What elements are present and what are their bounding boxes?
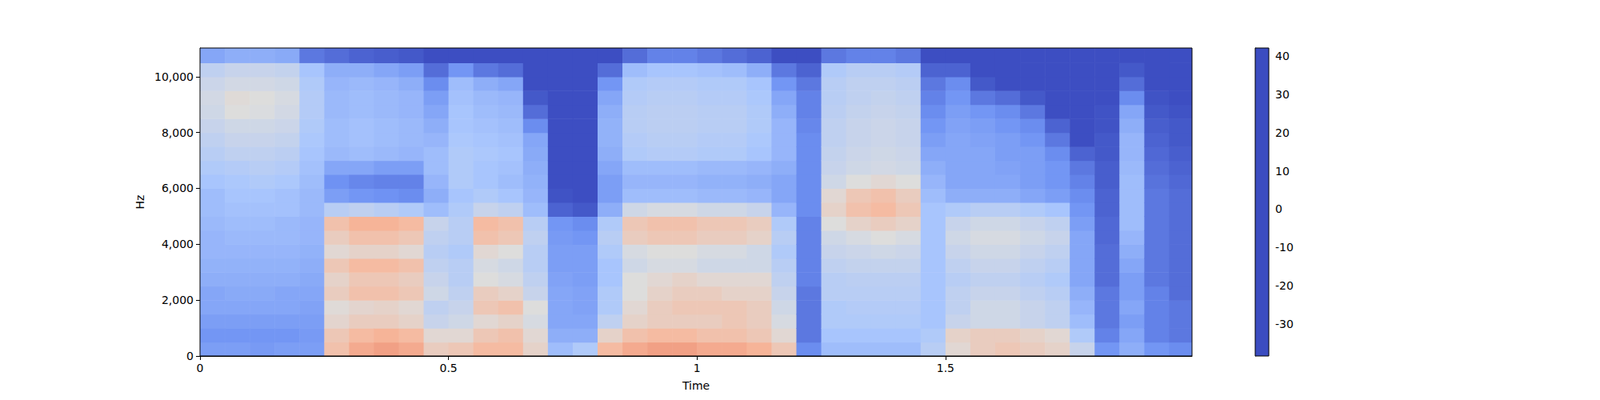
svg-text:40: 40 [1275,49,1290,63]
svg-text:-30: -30 [1275,317,1294,331]
svg-text:-10: -10 [1275,240,1294,254]
svg-text:20: 20 [1275,126,1290,140]
svg-text:0: 0 [196,361,204,375]
svg-text:8,000: 8,000 [161,126,194,140]
svg-text:4,000: 4,000 [161,237,194,251]
svg-text:1: 1 [693,361,701,375]
svg-text:6,000: 6,000 [161,181,194,195]
svg-text:0.5: 0.5 [439,361,457,375]
svg-text:Hz: Hz [133,195,147,210]
svg-text:-20: -20 [1275,279,1294,292]
svg-text:0: 0 [186,349,194,363]
svg-text:30: 30 [1275,88,1290,101]
svg-text:Time: Time [681,379,710,392]
svg-text:10: 10 [1275,164,1290,178]
svg-text:2,000: 2,000 [161,293,194,307]
svg-text:10,000: 10,000 [154,70,194,84]
svg-text:1.5: 1.5 [936,361,955,375]
svg-text:0: 0 [1275,202,1283,216]
